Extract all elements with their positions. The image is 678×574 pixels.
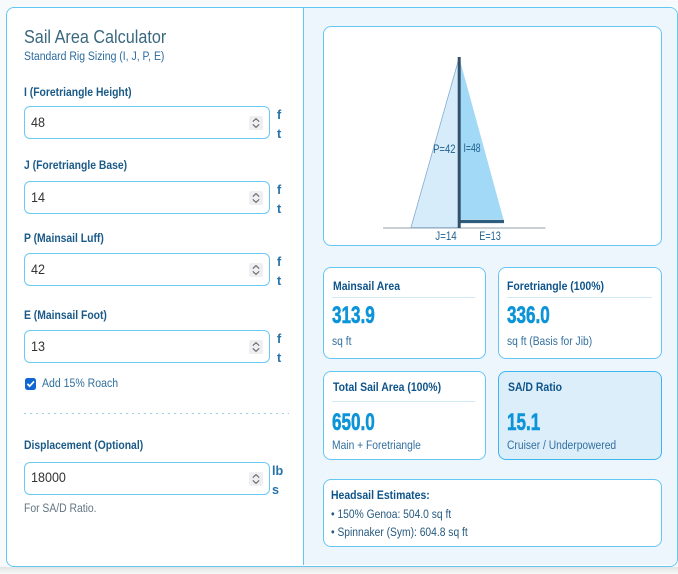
- svg-text:I=48: I=48: [463, 141, 480, 155]
- svg-text:E=13: E=13: [479, 229, 501, 243]
- svg-text:J=14: J=14: [435, 229, 457, 243]
- svg-text:P=42: P=42: [433, 142, 456, 156]
